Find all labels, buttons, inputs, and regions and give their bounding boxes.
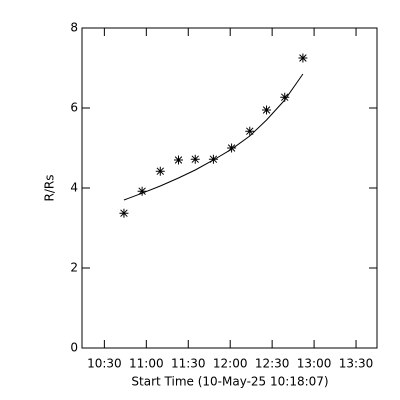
x-tick-label: 11:30 <box>171 357 206 371</box>
x-tick-label: 13:00 <box>297 357 332 371</box>
fit-curve <box>123 73 304 201</box>
y-tick-label: 6 <box>70 101 78 115</box>
data-point <box>262 105 272 115</box>
data-point <box>298 53 308 63</box>
x-axis-label: Start Time (10-May-25 10:18:07) <box>131 375 328 389</box>
data-point <box>119 208 129 218</box>
x-tick-label: 12:30 <box>255 357 290 371</box>
y-axis-label: R/Rs <box>43 175 57 202</box>
data-point <box>208 154 218 164</box>
data-point <box>190 154 200 164</box>
x-tick-label: 12:00 <box>213 357 248 371</box>
y-tick-label: 2 <box>70 261 78 275</box>
data-point <box>155 166 165 176</box>
data-point <box>227 143 237 153</box>
data-point <box>173 155 183 165</box>
plot-frame <box>81 27 378 349</box>
x-tick-label: 13:30 <box>339 357 374 371</box>
data-point <box>245 126 255 136</box>
y-tick-label: 4 <box>70 181 78 195</box>
y-tick-label: 0 <box>70 341 78 355</box>
x-tick-label: 10:30 <box>87 357 122 371</box>
y-tick-label: 8 <box>70 21 78 35</box>
data-point <box>137 186 147 196</box>
data-point <box>280 92 290 102</box>
x-tick-label: 11:00 <box>129 357 164 371</box>
